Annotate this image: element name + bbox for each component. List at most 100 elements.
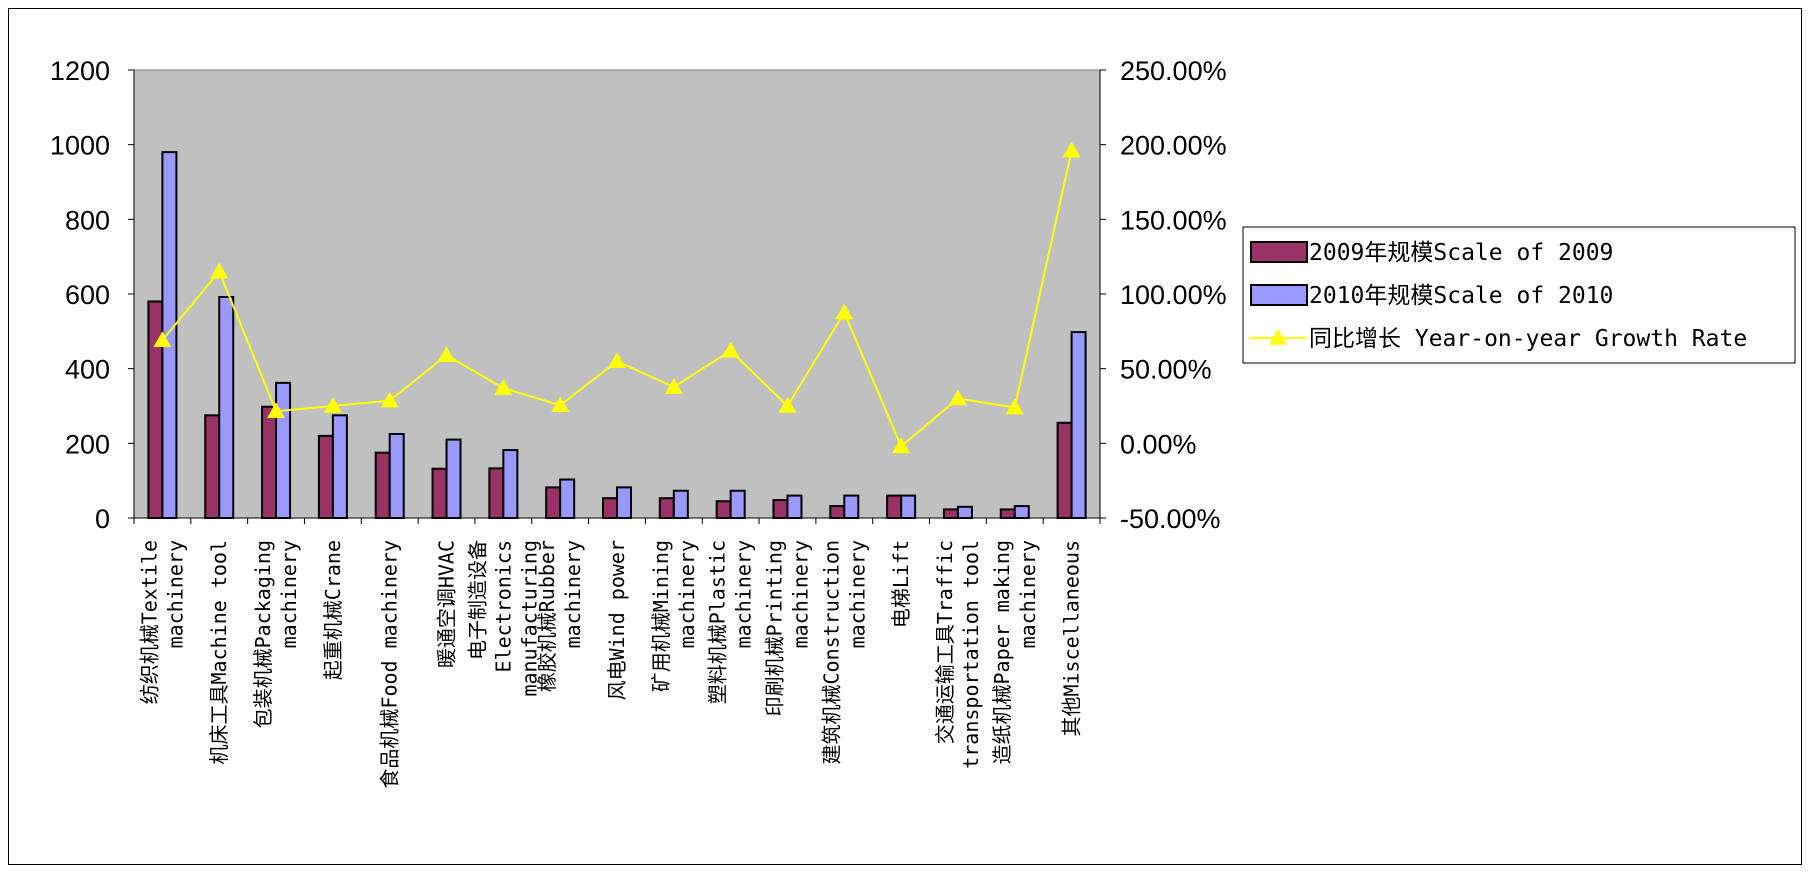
legend-label: 同比增长 Year-on-year Growth Rate bbox=[1309, 326, 1747, 352]
x-category-label: 起重机械Crane bbox=[321, 540, 345, 680]
legend: 2009年规模Scale of 2009 2010年规模Scale of 2010… bbox=[1242, 226, 1796, 364]
x-category-label: 暖通空调HVAC bbox=[435, 540, 459, 668]
growth-point bbox=[608, 352, 626, 368]
bar-2010 bbox=[786, 494, 803, 520]
growth-point bbox=[948, 389, 967, 406]
bar-2009 bbox=[886, 494, 903, 520]
growth-point bbox=[835, 303, 854, 320]
growth-point bbox=[664, 378, 683, 394]
bar-2009 bbox=[1056, 421, 1073, 519]
bar-2010 bbox=[502, 449, 519, 520]
x-category-label: machinery bbox=[561, 540, 585, 648]
growth-point bbox=[721, 341, 740, 358]
bar-2009 bbox=[147, 300, 164, 520]
bar-2010 bbox=[616, 486, 632, 519]
plot-area bbox=[133, 69, 1101, 519]
x-category-label: 包装机械Packaging bbox=[251, 540, 275, 728]
bar-2010 bbox=[956, 505, 973, 519]
left-tick-label: 1200 bbox=[50, 56, 110, 86]
right-tick-label: 0.00% bbox=[1120, 429, 1197, 459]
bar-2010 bbox=[388, 433, 405, 519]
x-category-label: 风电Wind power bbox=[605, 540, 629, 700]
right-tick-label: 200.00% bbox=[1120, 131, 1227, 161]
legend-bar-swatch bbox=[1250, 241, 1308, 263]
bar-2010 bbox=[843, 494, 860, 520]
bar-2009 bbox=[261, 405, 278, 520]
growth-point bbox=[778, 397, 797, 413]
bar-2009 bbox=[488, 467, 505, 520]
right-tick-label: -50.00% bbox=[1120, 504, 1221, 534]
bar-2009 bbox=[829, 505, 846, 520]
legend-marker-swatch bbox=[1269, 329, 1287, 345]
x-category-label: 食品机械Food machinery bbox=[378, 540, 402, 789]
bar-2010 bbox=[900, 494, 917, 520]
x-category-label: machinery bbox=[732, 540, 756, 648]
bar-2009 bbox=[317, 434, 334, 519]
legend-label: 2010年规模Scale of 2010 bbox=[1309, 283, 1613, 309]
right-tick-label: 150.00% bbox=[1120, 205, 1227, 235]
bar-2010 bbox=[672, 489, 689, 520]
bar-2010 bbox=[445, 438, 462, 520]
x-category-label: machinery bbox=[163, 540, 187, 648]
bar-2010 bbox=[1070, 331, 1087, 519]
x-category-label: 造纸机械Paper making bbox=[990, 540, 1014, 765]
x-category-label: 橡胶机械Rubber bbox=[535, 540, 559, 692]
x-category-label: 印刷机械Printing bbox=[762, 540, 786, 716]
x-category-label: 机床工具Machine tool bbox=[207, 540, 231, 765]
right-axis: -50.00% 0.00% 50.00% 100.00% 150.00% 200.00% 2… bbox=[1099, 56, 1227, 534]
x-category-label: 电子制造设备 bbox=[465, 540, 489, 660]
left-axis: 0 200 400 600 800 1000 1200 bbox=[50, 56, 1100, 534]
left-tick-label: 800 bbox=[65, 205, 110, 235]
bar-2009 bbox=[431, 467, 448, 519]
x-category-label: machinery bbox=[845, 540, 869, 648]
right-tick-label: 50.00% bbox=[1120, 355, 1212, 385]
growth-point bbox=[437, 346, 456, 362]
left-tick-label: 200 bbox=[65, 429, 110, 459]
growth-point bbox=[267, 402, 286, 418]
x-category-label: machinery bbox=[675, 540, 699, 648]
x-category-label: machinery bbox=[788, 540, 812, 648]
bar-2009 bbox=[942, 508, 959, 519]
x-category-label: 建筑机械Construction bbox=[819, 540, 843, 765]
bar-2010 bbox=[1013, 505, 1030, 520]
growth-point bbox=[153, 331, 172, 348]
bar-2009 bbox=[999, 508, 1016, 519]
bar-2010 bbox=[559, 478, 576, 519]
growth-point bbox=[892, 437, 911, 454]
right-tick-label: 100.00% bbox=[1120, 280, 1227, 310]
bar-2010 bbox=[218, 295, 235, 519]
x-category-label: 电梯Lift bbox=[889, 540, 913, 628]
x-category-label: Electronics bbox=[491, 540, 515, 672]
bar-2009 bbox=[715, 500, 732, 520]
x-category-label: manufacturing bbox=[517, 540, 541, 697]
growth-point bbox=[1005, 398, 1024, 415]
growth-point bbox=[494, 379, 513, 395]
x-category-label: machinery bbox=[1016, 540, 1040, 648]
bar-series bbox=[147, 151, 1087, 520]
bar-2009 bbox=[602, 497, 618, 520]
bar-2010 bbox=[729, 489, 746, 520]
left-tick-label: 600 bbox=[65, 280, 110, 310]
left-tick-label: 0 bbox=[95, 504, 110, 534]
growth-point bbox=[1062, 141, 1081, 158]
bar-2010 bbox=[275, 381, 292, 519]
bar-2009 bbox=[772, 499, 789, 519]
growth-line-series bbox=[153, 141, 1081, 454]
growth-point bbox=[323, 397, 342, 413]
x-category-label: machinery bbox=[277, 540, 301, 648]
x-category-label: 矿用机械Mining bbox=[649, 540, 673, 692]
x-category-label: 纺织机械Textile bbox=[137, 540, 161, 704]
x-category-label: 其他Miscellaneous bbox=[1060, 540, 1084, 737]
x-category-label: transportation tool bbox=[959, 540, 983, 769]
growth-point bbox=[551, 396, 570, 413]
legend-label: 2009年规模Scale of 2009 bbox=[1309, 240, 1613, 266]
legend-bar-swatch bbox=[1250, 284, 1308, 306]
bar-2010 bbox=[331, 414, 348, 520]
left-tick-label: 1000 bbox=[50, 131, 110, 161]
bar-2009 bbox=[374, 451, 391, 519]
growth-point bbox=[210, 262, 229, 279]
bar-2009 bbox=[545, 486, 562, 519]
x-axis-category-labels: 纺织机械Textile machinery 机床工具Machine tool 包装机械… bbox=[133, 518, 1101, 789]
right-tick-label: 250.00% bbox=[1120, 56, 1227, 86]
